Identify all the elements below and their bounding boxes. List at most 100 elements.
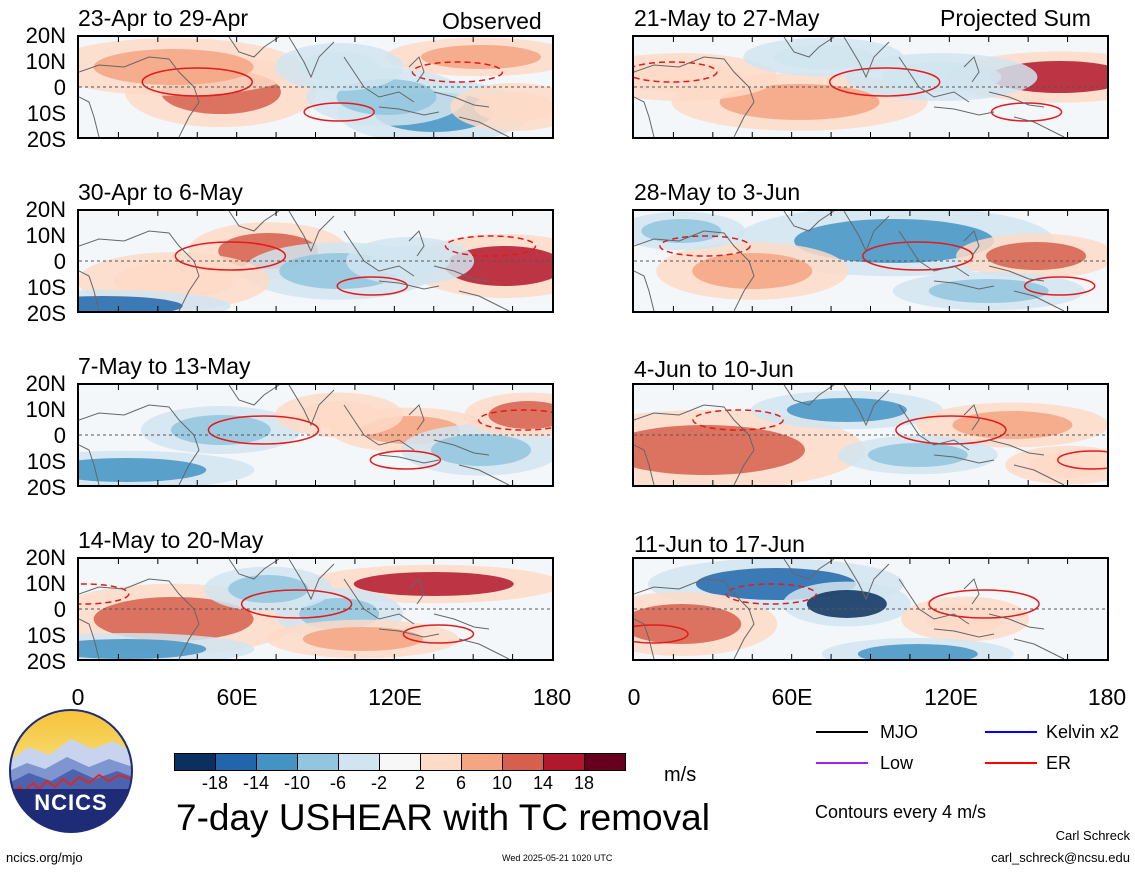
er-contour	[659, 235, 751, 257]
shear-field-blob	[113, 263, 234, 299]
shear-map	[634, 559, 1107, 659]
coastline	[433, 265, 490, 282]
er-contour	[634, 624, 689, 644]
colorbar-tick-label: -18	[201, 773, 229, 793]
coastline	[343, 230, 415, 277]
er-contour	[692, 409, 784, 431]
shear-field-blob	[634, 62, 742, 92]
coastline	[343, 578, 415, 625]
colorbar-swatch	[338, 753, 380, 771]
coastline	[898, 404, 970, 451]
coastline	[408, 230, 425, 257]
coastline	[963, 56, 980, 83]
shear-field-blob	[786, 398, 907, 422]
er-contour	[336, 276, 409, 296]
coastline	[1013, 638, 1065, 659]
er-contour	[411, 61, 504, 83]
coastline	[963, 404, 980, 431]
coastline	[79, 618, 100, 659]
coastline	[933, 106, 995, 116]
er-contour	[725, 583, 817, 605]
lat-label: 10N	[25, 571, 66, 596]
panel-title-proj-1: 21-May to 27-May	[634, 5, 820, 31]
colorbar-tick-label: -10	[283, 773, 311, 793]
coastline	[898, 230, 970, 277]
coastline	[634, 96, 655, 137]
legend-label-low: Low	[880, 753, 914, 773]
coastline	[783, 559, 835, 580]
er-contour	[862, 241, 974, 271]
shear-field-blob	[641, 219, 722, 243]
shear-field-blob	[986, 242, 1087, 270]
coastline	[79, 444, 100, 485]
coastline	[79, 404, 200, 485]
coastline	[933, 628, 995, 638]
projected-tag: Projected Sum	[940, 5, 1091, 31]
er-contour	[1023, 276, 1096, 296]
colorbar-tick-label: 10	[491, 773, 513, 793]
map-panel-obs-4	[77, 557, 554, 661]
observed-tag: Observed	[442, 8, 542, 34]
coastline	[228, 211, 280, 232]
coastline	[843, 559, 890, 601]
coastline	[458, 290, 510, 311]
coastline	[408, 404, 425, 431]
coastline	[288, 211, 335, 253]
lat-label: 10S	[26, 101, 66, 126]
shear-field-blob	[857, 644, 978, 659]
lat-label: 20N	[25, 23, 66, 48]
coastline	[378, 628, 440, 638]
coastline	[433, 613, 490, 630]
coastline	[378, 106, 440, 116]
colorbar-tick-label: 6	[455, 773, 467, 793]
colorbar-tick-label: -6	[329, 773, 347, 793]
coastline	[634, 270, 655, 311]
lat-label: 0	[53, 249, 66, 274]
colorbar-tick-label: -2	[370, 773, 388, 793]
shear-map	[634, 211, 1107, 311]
lon-label: 60E	[216, 684, 258, 710]
shear-field-blob	[634, 604, 742, 644]
ncics-logo: NCICS	[9, 709, 133, 833]
coastline	[634, 230, 755, 311]
lon-label: 0	[71, 684, 85, 710]
colorbar-swatch	[297, 753, 339, 771]
coastline	[343, 404, 415, 451]
coastline	[783, 37, 835, 58]
coastline	[228, 559, 280, 580]
lat-label: 20S	[26, 649, 66, 674]
er-contour	[444, 235, 537, 257]
lat-label: 20S	[26, 475, 66, 500]
colorbar-swatch	[256, 753, 298, 771]
shear-field-blob	[431, 434, 532, 466]
lon-label: 180	[532, 684, 572, 710]
panel-title-obs-2: 30-Apr to 6-May	[78, 179, 243, 205]
contour-note: Contours every 4 m/s	[815, 802, 987, 822]
shear-field-blob	[170, 415, 271, 445]
coastline	[458, 638, 510, 659]
coastline	[288, 37, 335, 79]
lat-label: 20N	[25, 371, 66, 396]
colorbar-swatch	[461, 753, 503, 771]
shear-map	[79, 385, 552, 485]
lat-label: 0	[53, 423, 66, 448]
legend-label-er: ER	[1046, 753, 1072, 773]
map-panel-proj-1	[632, 35, 1109, 139]
coastline	[843, 211, 890, 253]
coastline	[433, 439, 490, 456]
er-contour	[207, 415, 320, 445]
footer-url[interactable]: ncics.org/mjo	[6, 850, 83, 865]
lat-label: 10N	[25, 223, 66, 248]
colorbar-tick-label: 2	[414, 773, 426, 793]
panel-title-proj-4: 11-Jun to 17-Jun	[634, 531, 805, 557]
coastline	[343, 56, 415, 103]
lat-label: 20S	[26, 127, 66, 152]
lon-label: 0	[627, 684, 641, 710]
er-contour	[828, 67, 941, 97]
map-panel-obs-1	[77, 35, 554, 139]
colorbar-swatch	[543, 753, 585, 771]
legend-line-mjo	[816, 731, 868, 733]
panel-title-obs-3: 7-May to 13-May	[78, 353, 251, 379]
coastline	[79, 578, 200, 659]
coastline	[79, 56, 200, 137]
